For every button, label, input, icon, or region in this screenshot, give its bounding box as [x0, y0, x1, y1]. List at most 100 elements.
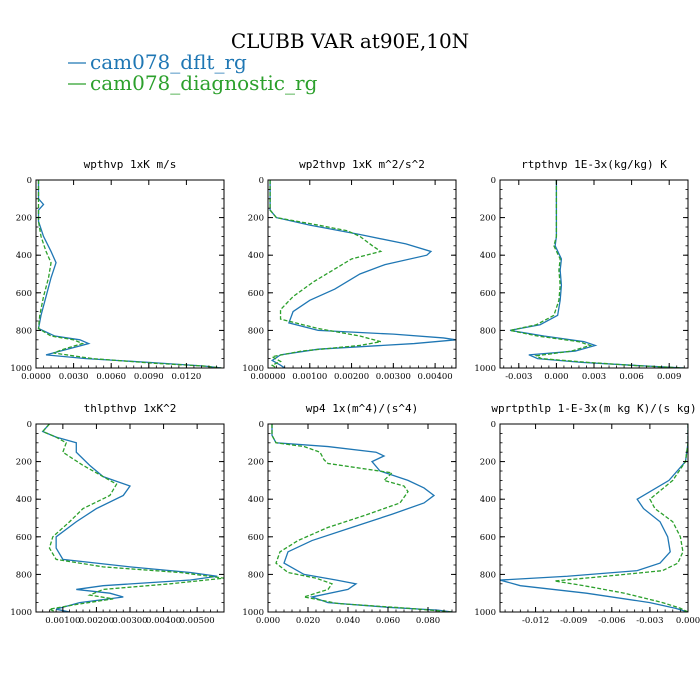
x-tick-label: -0.003	[636, 616, 663, 626]
series-line-diagnostic	[41, 424, 224, 612]
legend-label-diagnostic: cam078_diagnostic_rg	[90, 71, 318, 95]
panel-6: wprtpthlp 1-E-3x(m kg K)/(s kg) -0.012 -0.…	[474, 402, 700, 626]
plot-frame	[499, 423, 689, 613]
y-tick-label: 400	[248, 251, 264, 261]
y-tick-label: 0	[259, 420, 264, 430]
y-tick-label: 800	[480, 570, 496, 580]
x-tick-label: 0.080	[416, 616, 440, 626]
y-tick-label: 600	[16, 533, 32, 543]
y-tick-label: 200	[16, 458, 32, 468]
x-tick-label: 0.00400	[146, 616, 181, 626]
x-tick-label: 0.020	[296, 616, 320, 626]
panel-1: wpthvp 1xK m/s 0.0000 0.0030 0.0060 0.0090 0.…	[10, 158, 225, 382]
y-tick-label: 600	[480, 289, 496, 299]
x-tick-label: 0.00300	[376, 372, 411, 382]
series-line-dflt	[269, 180, 456, 368]
y-tick-label: 1000	[10, 364, 32, 374]
panel-title: wp4 1x(m^4)/(s^4)	[306, 402, 419, 415]
panel-2: wp2thvp 1xK m^2/s^2 0.00000 0.00100 0.00200…	[242, 158, 457, 382]
series-line-diagnostic	[554, 424, 688, 612]
y-tick-label: 0	[27, 176, 32, 186]
y-tick-label: 400	[16, 251, 32, 261]
series-line-dflt	[41, 424, 218, 612]
panel-title: wpthvp 1xK m/s	[84, 158, 177, 171]
panel-3: rtpthvp 1E-3x(kg/kg) K -0.003 0.000 0.003 0.…	[474, 158, 689, 382]
legend: cam078_dflt_rg cam078_diagnostic_rg	[68, 50, 318, 95]
series-line-diagnostic	[269, 180, 383, 368]
x-tick-label: 0.00500	[180, 616, 215, 626]
series-line-diagnostic	[37, 180, 222, 368]
x-tick-label: 0.009	[657, 372, 681, 382]
y-tick-label: 400	[480, 251, 496, 261]
panel-title: wp2thvp 1xK m^2/s^2	[299, 158, 425, 171]
y-tick-label: 800	[480, 326, 496, 336]
y-tick-label: 0	[259, 176, 264, 186]
x-tick-label: -0.009	[560, 616, 587, 626]
y-tick-label: 400	[16, 495, 32, 505]
x-tick-label: 0.0090	[134, 372, 164, 382]
plot-frame	[35, 179, 225, 369]
x-tick-label: -0.012	[522, 616, 549, 626]
x-tick-label: 0.0120	[172, 372, 202, 382]
y-tick-label: 600	[480, 533, 496, 543]
y-tick-label: 600	[248, 289, 264, 299]
figure-title: CLUBB VAR at90E,10N	[231, 29, 469, 53]
panels: wpthvp 1xK m/s0.0000 0.0030 0.0060 0.0090 0.…	[10, 158, 700, 626]
y-tick-label: 800	[248, 570, 264, 580]
panel-title: wprtpthlp 1-E-3x(m kg K)/(s kg)	[491, 402, 696, 415]
x-tick-label: 0.00300	[112, 616, 147, 626]
panel-title: rtpthvp 1E-3x(kg/kg) K	[521, 158, 667, 171]
plot-frame	[267, 423, 457, 613]
x-tick-label: 0.040	[336, 616, 360, 626]
x-tick-label: 0.006	[619, 372, 643, 382]
series-line-diagnostic	[509, 180, 685, 368]
plot-frame	[267, 179, 457, 369]
y-tick-label: 1000	[474, 364, 496, 374]
x-tick-label: 0.00100	[45, 616, 80, 626]
y-tick-label: 0	[491, 420, 496, 430]
x-tick-label: 0.00200	[79, 616, 114, 626]
panel-4: thlpthvp 1xK^2 0.001000.002000.003000.004…	[10, 402, 225, 626]
series-line-dflt	[37, 180, 222, 368]
y-tick-label: 400	[480, 495, 496, 505]
x-tick-label: 0.000	[256, 616, 280, 626]
y-tick-label: 800	[16, 570, 32, 580]
x-tick-label: -0.003	[505, 372, 532, 382]
x-tick-label: 0.0060	[96, 372, 126, 382]
y-tick-label: 0	[491, 176, 496, 186]
x-tick-label: 0.00400	[418, 372, 453, 382]
y-tick-label: 600	[16, 289, 32, 299]
y-tick-label: 1000	[474, 608, 496, 618]
panel-5: wp4 1x(m^4)/(s^4) 0.000 0.020 0.040 0.060 0.0…	[242, 402, 457, 626]
y-tick-label: 200	[248, 458, 264, 468]
series-line-dflt	[509, 180, 685, 368]
y-tick-label: 200	[248, 214, 264, 224]
series-line-dflt	[271, 424, 453, 612]
series-line-dflt	[500, 424, 688, 612]
x-tick-label: 0.000	[544, 372, 568, 382]
y-tick-label: 0	[27, 420, 32, 430]
x-tick-label: 0.0030	[59, 372, 89, 382]
x-tick-label: 0.00100	[292, 372, 327, 382]
y-tick-label: 1000	[10, 608, 32, 618]
x-tick-label: -0.006	[598, 616, 625, 626]
x-tick-label: 0.00200	[334, 372, 369, 382]
plot-frame	[499, 179, 689, 369]
y-tick-label: 400	[248, 495, 264, 505]
y-tick-label: 200	[480, 214, 496, 224]
y-tick-label: 1000	[242, 364, 264, 374]
x-tick-label: 0.003	[582, 372, 606, 382]
legend-label-dflt: cam078_dflt_rg	[90, 50, 247, 74]
x-tick-label: 0.060	[376, 616, 400, 626]
x-tick-label: 0.00000	[250, 372, 285, 382]
y-tick-label: 1000	[242, 608, 264, 618]
y-tick-label: 800	[16, 326, 32, 336]
panel-title: thlpthvp 1xK^2	[84, 402, 177, 415]
y-tick-label: 200	[16, 214, 32, 224]
x-tick-label: 0.0000	[21, 372, 51, 382]
y-tick-label: 600	[248, 533, 264, 543]
series-line-diagnostic	[271, 424, 453, 612]
y-tick-label: 200	[480, 458, 496, 468]
x-tick-label: 0.000	[676, 616, 700, 626]
